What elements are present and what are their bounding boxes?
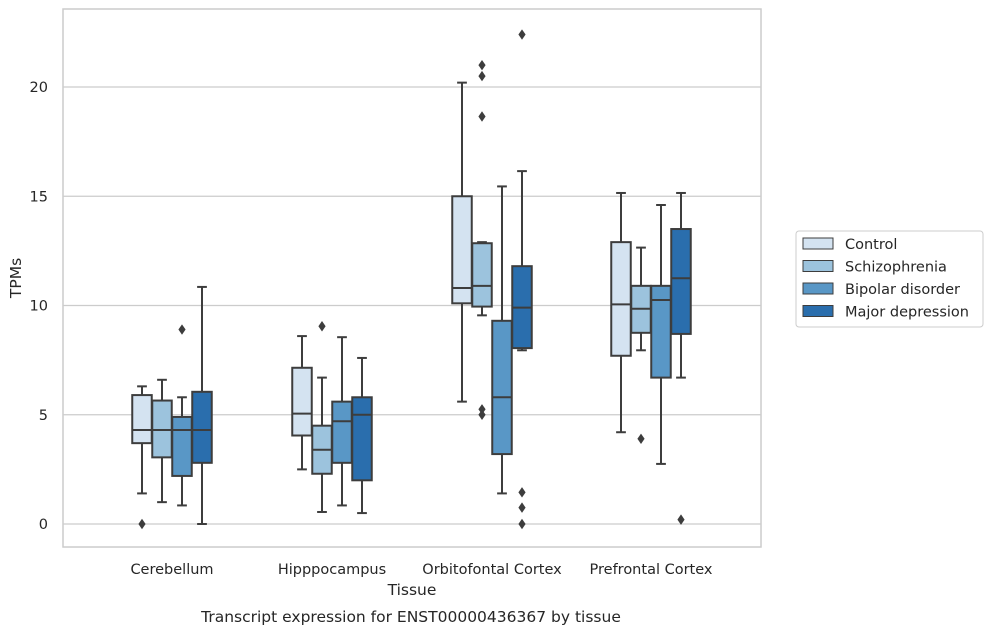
box-control-orbitofontal-cortex bbox=[451, 81, 473, 403]
iqr-box bbox=[291, 366, 313, 437]
outlier-point bbox=[478, 111, 486, 122]
outlier-point bbox=[677, 514, 685, 525]
iqr-box bbox=[491, 319, 513, 456]
iqr-box bbox=[151, 399, 173, 459]
y-axis-label: TPMs bbox=[7, 258, 25, 299]
x-tick-label: Cerebellum bbox=[130, 562, 213, 578]
outlier-point bbox=[518, 487, 526, 498]
iqr-box bbox=[471, 242, 493, 308]
outlier-point bbox=[478, 70, 486, 82]
outlier-point bbox=[478, 404, 486, 415]
chart-caption: Transcript expression for ENST0000043636… bbox=[200, 608, 621, 626]
box-bipolar-disorder-prefrontal-cortex bbox=[650, 203, 672, 465]
box-major-depression-cerebellum bbox=[191, 285, 213, 525]
box-schizophrenia-orbitofontal-cortex bbox=[471, 59, 493, 420]
iqr-box bbox=[131, 394, 153, 445]
outlier-point bbox=[518, 502, 526, 513]
outlier-point bbox=[318, 321, 326, 332]
legend-item-schizophrenia: Schizophrenia bbox=[802, 260, 947, 276]
box-schizophrenia-hipppocampus bbox=[311, 321, 333, 513]
iqr-box bbox=[171, 415, 193, 477]
box-control-hipppocampus bbox=[291, 335, 313, 471]
y-tick-label: 5 bbox=[39, 408, 48, 424]
iqr-box bbox=[331, 400, 353, 464]
legend: Control Schizophrenia Bipolar disorder Majo… bbox=[795, 230, 984, 328]
legend-item-control: Control bbox=[802, 237, 897, 253]
box-groups bbox=[131, 29, 692, 530]
legend-swatch bbox=[802, 305, 834, 317]
box-bipolar-disorder-cerebellum bbox=[171, 324, 193, 507]
box-bipolar-disorder-orbitofontal-cortex bbox=[491, 185, 513, 495]
iqr-box bbox=[670, 228, 692, 335]
y-tick-label: 15 bbox=[30, 189, 48, 205]
legend-swatch bbox=[802, 260, 834, 272]
outlier-point bbox=[138, 518, 146, 530]
x-tick-label: Prefrontal Cortex bbox=[590, 562, 713, 578]
y-tick-label: 10 bbox=[30, 299, 48, 315]
legend-swatch bbox=[802, 282, 834, 295]
box-major-depression-orbitofontal-cortex bbox=[511, 29, 533, 530]
outlier-point bbox=[518, 518, 526, 530]
y-tick-label: 20 bbox=[30, 80, 48, 96]
legend-swatch bbox=[802, 237, 834, 250]
x-tick-label: Orbitofontal Cortex bbox=[422, 562, 562, 578]
plot-frame bbox=[62, 8, 762, 548]
iqr-box bbox=[351, 396, 373, 482]
x-axis-label: Tissue bbox=[387, 581, 437, 599]
legend-label: Control bbox=[845, 237, 897, 253]
box-bipolar-disorder-hipppocampus bbox=[331, 336, 353, 507]
legend-label: Bipolar disorder bbox=[845, 282, 960, 298]
legend-label: Schizophrenia bbox=[845, 260, 947, 276]
box-major-depression-prefrontal-cortex bbox=[670, 191, 692, 525]
box-schizophrenia-cerebellum bbox=[151, 378, 173, 504]
legend-item-major-depression: Major depression bbox=[802, 305, 969, 321]
y-tick-labels: 0 5 10 15 20 bbox=[30, 80, 48, 533]
legend-item-bipolar-disorder: Bipolar disorder bbox=[802, 282, 960, 298]
y-tick-label: 0 bbox=[39, 517, 48, 533]
legend-label: Major depression bbox=[845, 305, 969, 321]
outlier-point bbox=[637, 433, 645, 444]
x-tick-labels: Cerebellum Hipppocampus Orbitofontal Corte… bbox=[130, 562, 712, 578]
box-major-depression-hipppocampus bbox=[351, 356, 373, 515]
outlier-point bbox=[478, 409, 486, 420]
iqr-box bbox=[191, 390, 213, 464]
iqr-box bbox=[610, 241, 632, 357]
box-control-prefrontal-cortex bbox=[610, 191, 632, 434]
box-control-cerebellum bbox=[131, 385, 153, 530]
outlier-point bbox=[478, 59, 486, 71]
legend-frame bbox=[795, 230, 984, 328]
y-gridlines bbox=[63, 86, 761, 525]
outlier-point bbox=[518, 29, 526, 40]
x-tick-label: Hipppocampus bbox=[278, 562, 386, 578]
outlier-point bbox=[178, 324, 186, 335]
